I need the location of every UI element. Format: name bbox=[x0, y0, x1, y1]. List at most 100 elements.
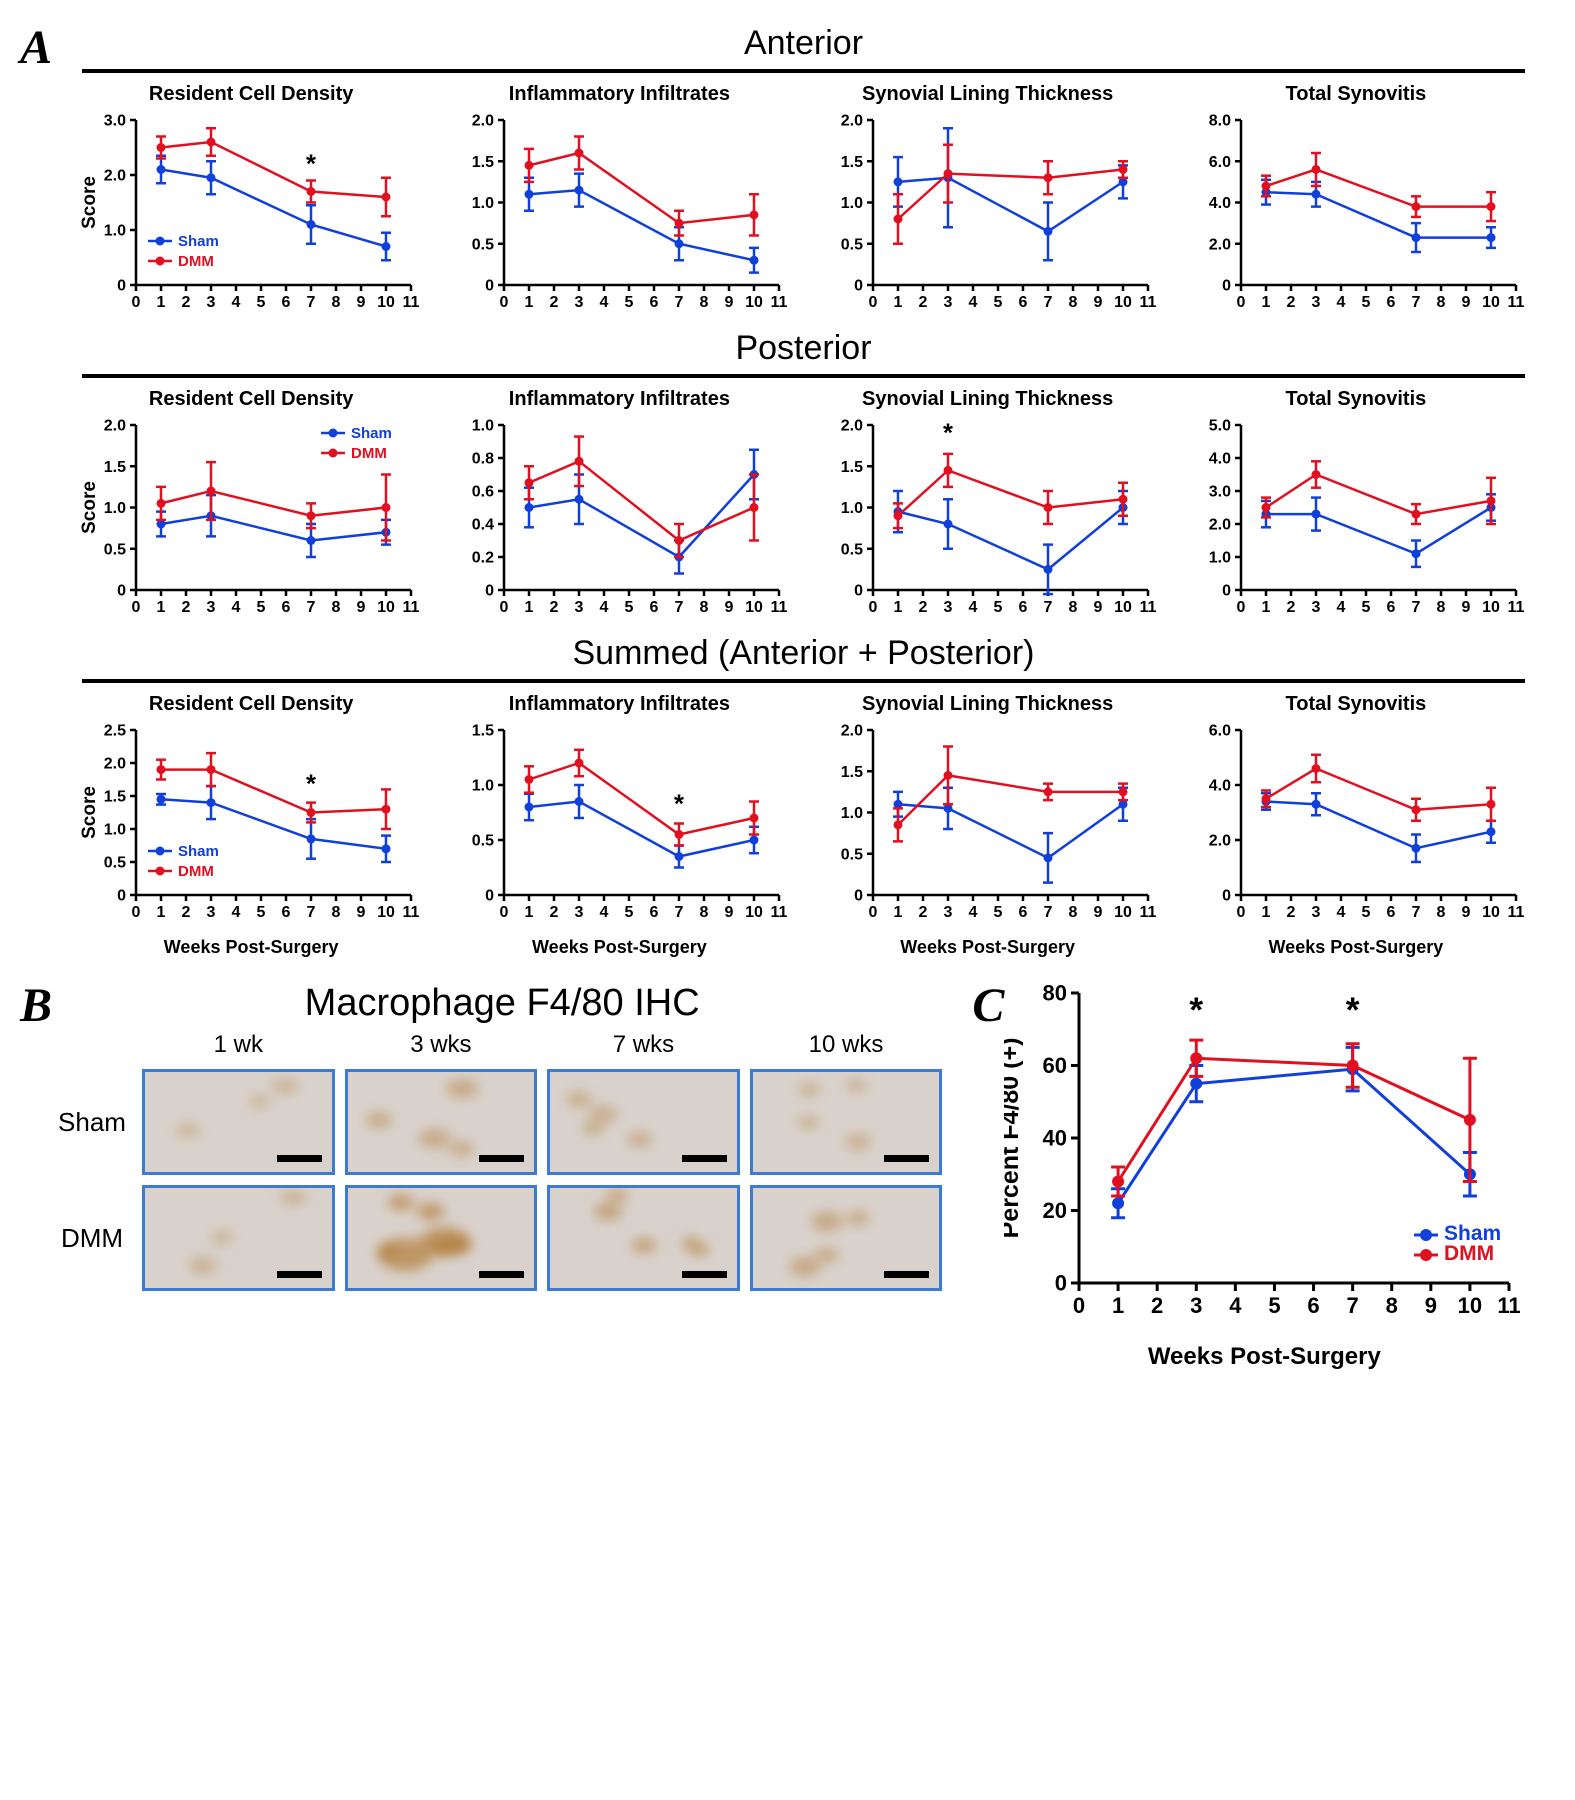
svg-text:7: 7 bbox=[307, 599, 316, 616]
svg-text:10: 10 bbox=[1114, 599, 1132, 616]
ihc-image bbox=[345, 1069, 538, 1175]
section-rule bbox=[82, 374, 1525, 378]
svg-text:0: 0 bbox=[1236, 904, 1245, 921]
svg-text:0.5: 0.5 bbox=[104, 541, 126, 558]
panel-c-chart: 01234567891011020406080**ShamDMMPercent … bbox=[1004, 978, 1524, 1371]
svg-text:8: 8 bbox=[700, 294, 709, 311]
svg-text:0.6: 0.6 bbox=[472, 484, 494, 501]
chart-cell: Resident Cell Density0123456789101101.02… bbox=[72, 83, 430, 325]
line-chart: 0123456789101100.51.01.52.0* bbox=[818, 415, 1158, 630]
svg-text:10: 10 bbox=[1482, 599, 1500, 616]
svg-text:4: 4 bbox=[1336, 599, 1345, 616]
svg-text:4: 4 bbox=[232, 294, 241, 311]
svg-text:3: 3 bbox=[575, 294, 584, 311]
svg-text:7: 7 bbox=[1411, 904, 1420, 921]
svg-text:11: 11 bbox=[771, 904, 788, 921]
svg-text:0: 0 bbox=[117, 583, 126, 600]
chart-cell: Total Synovitis0123456789101101.02.03.04… bbox=[1177, 388, 1535, 630]
svg-text:2: 2 bbox=[550, 904, 559, 921]
svg-text:1.5: 1.5 bbox=[840, 764, 862, 781]
svg-text:3: 3 bbox=[1190, 1293, 1202, 1318]
svg-text:9: 9 bbox=[725, 904, 734, 921]
svg-text:2.0: 2.0 bbox=[104, 418, 126, 435]
svg-text:9: 9 bbox=[725, 294, 734, 311]
svg-text:6: 6 bbox=[282, 904, 291, 921]
svg-text:8: 8 bbox=[1436, 904, 1445, 921]
svg-text:2: 2 bbox=[1151, 1293, 1163, 1318]
svg-text:2.0: 2.0 bbox=[1209, 517, 1231, 534]
svg-text:1.0: 1.0 bbox=[104, 223, 126, 240]
panel-a: A AnteriorResident Cell Density012345678… bbox=[20, 20, 1555, 958]
svg-text:Percent F4/80 (+): Percent F4/80 (+) bbox=[1004, 1038, 1024, 1239]
ihc-grid: 1 wk3 wks7 wks10 wksShamDMM bbox=[52, 1031, 952, 1291]
svg-text:0: 0 bbox=[117, 888, 126, 905]
svg-text:DMM: DMM bbox=[1444, 1242, 1494, 1265]
svg-text:7: 7 bbox=[675, 904, 684, 921]
svg-text:1.0: 1.0 bbox=[840, 195, 862, 212]
svg-text:1.5: 1.5 bbox=[104, 459, 126, 476]
svg-text:4: 4 bbox=[968, 294, 977, 311]
svg-text:Score: Score bbox=[81, 481, 100, 534]
chart-cell: Synovial Lining Thickness 012345678910110… bbox=[809, 693, 1167, 958]
svg-text:8: 8 bbox=[332, 904, 341, 921]
svg-text:8: 8 bbox=[1436, 599, 1445, 616]
svg-text:*: * bbox=[674, 791, 684, 819]
svg-text:9: 9 bbox=[1093, 599, 1102, 616]
svg-text:1.0: 1.0 bbox=[472, 778, 494, 795]
svg-text:7: 7 bbox=[1043, 904, 1052, 921]
svg-text:9: 9 bbox=[1461, 294, 1470, 311]
section-anterior: AnteriorResident Cell Density01234567891… bbox=[52, 24, 1555, 325]
svg-text:4: 4 bbox=[1336, 294, 1345, 311]
svg-text:40: 40 bbox=[1043, 1126, 1067, 1151]
svg-text:4: 4 bbox=[1230, 1293, 1243, 1318]
chart-title: Inflammatory Infiltrates bbox=[509, 693, 730, 716]
svg-text:0: 0 bbox=[485, 888, 494, 905]
svg-text:0.2: 0.2 bbox=[472, 550, 494, 567]
svg-text:8: 8 bbox=[332, 599, 341, 616]
svg-text:1: 1 bbox=[157, 294, 166, 311]
x-axis-label: Weeks Post-Surgery bbox=[164, 937, 339, 958]
svg-text:2.0: 2.0 bbox=[1209, 236, 1231, 253]
panel-b-title: Macrophage F4/80 IHC bbox=[52, 982, 952, 1025]
svg-text:0.5: 0.5 bbox=[104, 855, 126, 872]
svg-text:6: 6 bbox=[1386, 904, 1395, 921]
svg-text:0: 0 bbox=[1222, 888, 1231, 905]
svg-text:11: 11 bbox=[1139, 294, 1156, 311]
svg-text:0.8: 0.8 bbox=[472, 451, 494, 468]
panel-b-label: B bbox=[20, 978, 52, 1033]
svg-text:2.0: 2.0 bbox=[472, 113, 494, 130]
chart-title: Synovial Lining Thickness bbox=[862, 693, 1113, 716]
ihc-col-label: 10 wks bbox=[750, 1031, 943, 1059]
svg-text:*: * bbox=[1346, 991, 1360, 1030]
svg-text:*: * bbox=[1190, 991, 1204, 1030]
line-chart: 0123456789101101.02.03.0*ShamDMMScore bbox=[81, 110, 421, 325]
svg-text:7: 7 bbox=[1043, 294, 1052, 311]
ihc-image bbox=[142, 1185, 335, 1291]
svg-text:9: 9 bbox=[357, 599, 366, 616]
line-chart: 0123456789101100.51.01.52.0 bbox=[818, 720, 1158, 935]
ihc-col-label: 3 wks bbox=[345, 1031, 538, 1059]
svg-text:2: 2 bbox=[550, 294, 559, 311]
svg-text:9: 9 bbox=[1461, 904, 1470, 921]
line-chart: 0123456789101102.04.06.0 bbox=[1186, 720, 1526, 935]
svg-text:1.5: 1.5 bbox=[472, 154, 494, 171]
ihc-col-label: 1 wk bbox=[142, 1031, 335, 1059]
svg-text:1.0: 1.0 bbox=[472, 418, 494, 435]
svg-text:4: 4 bbox=[968, 599, 977, 616]
line-chart: 0123456789101100.51.01.52.0 bbox=[818, 110, 1158, 325]
svg-text:3: 3 bbox=[943, 599, 952, 616]
svg-text:1.0: 1.0 bbox=[104, 822, 126, 839]
svg-text:Sham: Sham bbox=[178, 843, 219, 860]
svg-text:0: 0 bbox=[868, 599, 877, 616]
svg-text:8: 8 bbox=[1068, 294, 1077, 311]
svg-text:3: 3 bbox=[207, 294, 216, 311]
svg-text:0.5: 0.5 bbox=[472, 833, 494, 850]
svg-text:5: 5 bbox=[1269, 1293, 1281, 1318]
ihc-image bbox=[345, 1185, 538, 1291]
svg-text:8: 8 bbox=[1386, 1293, 1398, 1318]
svg-text:3: 3 bbox=[943, 904, 952, 921]
svg-text:1: 1 bbox=[525, 294, 534, 311]
svg-text:0: 0 bbox=[868, 294, 877, 311]
svg-text:5: 5 bbox=[1361, 599, 1370, 616]
svg-text:0: 0 bbox=[132, 294, 141, 311]
